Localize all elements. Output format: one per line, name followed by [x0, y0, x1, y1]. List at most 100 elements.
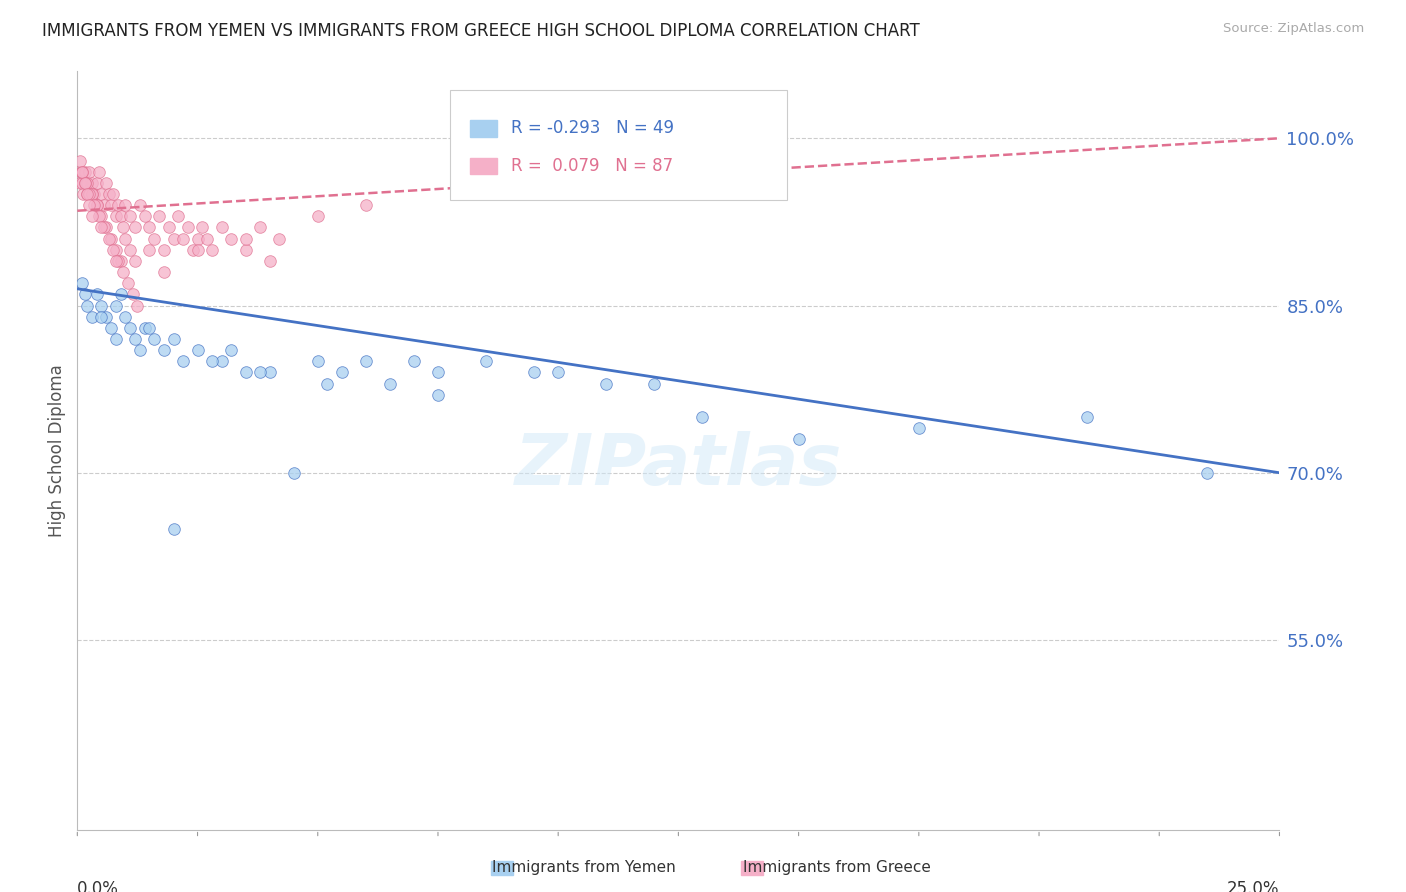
Point	[76, 187, 98, 202]
Point	[90, 220, 112, 235]
Point	[128, 198, 150, 212]
Point	[80, 310, 103, 324]
Point	[96, 220, 118, 235]
Point	[181, 243, 204, 257]
Text: Source: ZipAtlas.com: Source: ZipAtlas.com	[1223, 22, 1364, 36]
Text: 0.0%: 0.0%	[77, 880, 120, 892]
Point	[90, 299, 112, 313]
Point	[249, 366, 271, 380]
Point	[104, 254, 127, 268]
Point	[107, 254, 129, 268]
Point	[134, 210, 156, 224]
Point	[402, 354, 425, 368]
Point	[104, 243, 127, 257]
Point	[80, 176, 103, 190]
Point	[186, 243, 209, 257]
Point	[283, 466, 305, 480]
Point	[80, 210, 103, 224]
Y-axis label: High School Diploma: High School Diploma	[48, 364, 66, 537]
Point	[103, 243, 125, 257]
Point	[70, 176, 93, 190]
Point	[107, 198, 129, 212]
Point	[127, 299, 149, 313]
Point	[643, 376, 665, 391]
Point	[86, 176, 108, 190]
Point	[201, 354, 224, 368]
Point	[148, 210, 170, 224]
Point	[186, 232, 209, 246]
Point	[219, 232, 242, 246]
Point	[124, 220, 146, 235]
Point	[100, 198, 122, 212]
Point	[117, 277, 139, 291]
Point	[307, 354, 329, 368]
Point	[143, 232, 166, 246]
Point	[121, 287, 143, 301]
Point	[143, 332, 166, 346]
Point	[96, 310, 118, 324]
Text: R = -0.293   N = 49: R = -0.293 N = 49	[512, 120, 675, 137]
Point	[72, 187, 94, 202]
Point	[1197, 466, 1219, 480]
Point	[219, 343, 242, 358]
Point	[378, 376, 401, 391]
Point	[111, 265, 134, 279]
Point	[153, 343, 176, 358]
Point	[162, 522, 184, 536]
Point	[177, 220, 200, 235]
Point	[162, 332, 184, 346]
Point	[70, 277, 93, 291]
Point	[76, 187, 98, 202]
Point	[86, 287, 108, 301]
Point	[93, 220, 115, 235]
Point	[354, 354, 377, 368]
Point	[124, 254, 146, 268]
Point	[90, 187, 112, 202]
Point	[235, 243, 257, 257]
Point	[79, 198, 101, 212]
Point	[90, 210, 112, 224]
Point	[104, 299, 127, 313]
Point	[83, 198, 105, 212]
Point	[128, 343, 150, 358]
Point	[96, 176, 118, 190]
Point	[172, 232, 194, 246]
Point	[76, 299, 98, 313]
Point	[427, 387, 450, 401]
Point	[114, 310, 136, 324]
Text: 25.0%: 25.0%	[1227, 880, 1279, 892]
Point	[211, 220, 233, 235]
Point	[93, 198, 115, 212]
Point	[100, 321, 122, 335]
Point	[547, 366, 569, 380]
Point	[90, 310, 112, 324]
Point	[80, 187, 103, 202]
Point	[201, 243, 224, 257]
Point	[120, 321, 142, 335]
Point	[97, 232, 120, 246]
Point	[235, 232, 257, 246]
Point	[138, 321, 160, 335]
Point	[69, 153, 91, 168]
Point	[110, 254, 132, 268]
Point	[114, 232, 136, 246]
Point	[316, 376, 339, 391]
Point	[110, 210, 132, 224]
Point	[120, 243, 142, 257]
Bar	[491, 861, 513, 875]
Point	[73, 176, 96, 190]
Point	[153, 243, 176, 257]
Point	[103, 187, 125, 202]
Point	[87, 210, 110, 224]
Point	[307, 210, 329, 224]
Point	[73, 165, 96, 179]
Point	[269, 232, 291, 246]
Point	[86, 198, 108, 212]
Point	[138, 220, 160, 235]
Point	[120, 210, 142, 224]
Point	[908, 421, 931, 435]
Bar	[741, 861, 763, 875]
Text: R =  0.079   N = 87: R = 0.079 N = 87	[512, 157, 673, 175]
Point	[97, 187, 120, 202]
Point	[354, 198, 377, 212]
